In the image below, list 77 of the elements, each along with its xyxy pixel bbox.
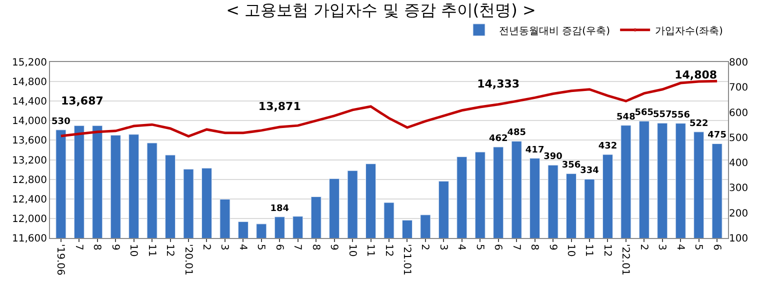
legend-label: 가입자수(좌축) <box>655 26 723 37</box>
data-label: 13,687 <box>60 94 104 108</box>
x-tick-label: 7 <box>292 244 303 250</box>
y-tick-label: 14,400 <box>12 96 47 108</box>
y-tick-label: 12,400 <box>12 194 47 206</box>
x-tick-label: 8 <box>528 244 540 250</box>
x-tick-label: 4 <box>456 244 467 250</box>
y-tick-label: 12,000 <box>12 214 47 225</box>
y-tick-label: 13,600 <box>12 136 47 147</box>
data-label: 13,871 <box>258 100 301 113</box>
x-tick-label: 5 <box>474 244 485 250</box>
x-tick-label: 8 <box>310 244 321 250</box>
data-label: 417 <box>525 145 544 156</box>
data-label: 334 <box>580 166 599 176</box>
x-tick-label: 6 <box>492 244 504 250</box>
y2-tick-label: 800 <box>729 58 748 68</box>
x-tick-label: 8 <box>91 244 102 250</box>
x-tick-label: 9 <box>546 244 558 250</box>
y-tick-label: 11,600 <box>12 234 47 244</box>
data-label: 475 <box>708 130 726 141</box>
chart-title: < 고용보험 가입자수 및 증감 추이(천명) > <box>226 0 536 20</box>
y2-tick-label: 300 <box>729 183 748 194</box>
legend-label: 전년동월대비 증감(우축) <box>499 26 610 37</box>
data-label: 565 <box>634 108 654 118</box>
x-tick-label: 7 <box>72 244 84 250</box>
x-tick-label: 11 <box>583 244 594 257</box>
y2-tick-label: 400 <box>729 158 748 170</box>
x-tick-label: 10 <box>346 244 358 257</box>
x-tick-label: 11 <box>146 244 157 257</box>
data-label: 522 <box>689 118 708 129</box>
data-label: 432 <box>598 142 618 152</box>
x-tick-label: '20.01 <box>182 244 194 276</box>
data-label: 548 <box>616 112 636 122</box>
y-tick-label: 15,200 <box>12 58 47 68</box>
data-label: 390 <box>544 152 562 162</box>
data-label: 356 <box>562 160 581 171</box>
x-tick-label: 3 <box>437 244 448 250</box>
y-tick-label: 14,800 <box>12 77 47 88</box>
x-tick-label: 12 <box>601 244 612 257</box>
x-tick-label: 6 <box>710 244 722 250</box>
x-tick-label: 9 <box>109 244 120 250</box>
x-tick-label: 3 <box>218 244 230 250</box>
data-label: 14,808 <box>674 68 718 82</box>
x-tick-label: 3 <box>656 244 668 250</box>
data-label: 14,333 <box>477 77 520 90</box>
x-tick-label: 6 <box>273 244 284 250</box>
y-tick-label: 12,800 <box>12 174 47 186</box>
y2-tick-label: 100 <box>729 234 748 244</box>
x-tick-label: 12 <box>164 244 176 257</box>
y2-tick-label: 700 <box>729 82 748 94</box>
data-label: 530 <box>52 116 70 127</box>
y2-tick-label: 500 <box>729 132 748 144</box>
y-tick-label: 13,200 <box>12 155 47 166</box>
data-label: 556 <box>671 110 690 120</box>
x-tick-label: 5 <box>692 244 704 250</box>
data-label: 557 <box>652 110 672 120</box>
x-tick-label: 2 <box>638 244 649 250</box>
x-tick-label: 2 <box>419 244 430 250</box>
x-tick-label: 2 <box>200 244 212 250</box>
y2-tick-label: 600 <box>729 108 748 119</box>
y2-tick-label: 200 <box>729 208 748 220</box>
x-tick-label: 7 <box>510 244 522 250</box>
x-tick-label: 5 <box>255 244 266 250</box>
x-tick-label: '21.01 <box>400 244 412 276</box>
data-label: 184 <box>270 204 290 214</box>
y-tick-label: 14,000 <box>12 116 47 128</box>
x-tick-label: '19.06 <box>54 244 66 276</box>
x-tick-label: 4 <box>674 244 686 250</box>
x-tick-label: 9 <box>328 244 340 250</box>
x-tick-label: 12 <box>382 244 394 257</box>
x-tick-label: '22.01 <box>620 244 631 276</box>
x-tick-label: 11 <box>364 244 376 257</box>
data-label: 485 <box>507 128 526 138</box>
data-label: 462 <box>488 134 508 144</box>
x-tick-label: 4 <box>236 244 248 250</box>
x-tick-label: 10 <box>565 244 576 257</box>
x-tick-label: 10 <box>128 244 139 257</box>
